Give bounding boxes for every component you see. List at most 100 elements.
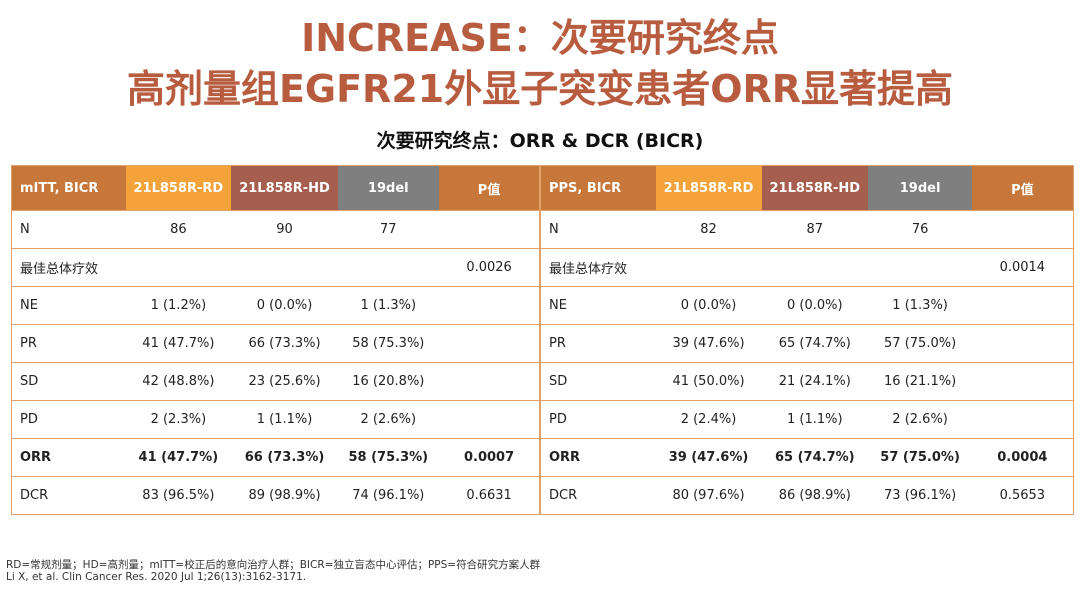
cell-19del bbox=[337, 248, 439, 287]
table-row: SD 41 (50.0%) 21 (24.1%) 16 (21.1%) bbox=[540, 362, 1074, 401]
page-title-line2: 高剂量组EGFR21外显子突变患者ORR显著提高 bbox=[126, 67, 954, 111]
cell-21l858r-rd: 83 (96.5%) bbox=[125, 476, 232, 515]
table-row: 最佳总体疗效 0.0014 bbox=[540, 248, 1074, 287]
row-label: PD bbox=[540, 400, 656, 439]
table-row: SD 42 (48.8%) 23 (25.6%) 16 (20.8%) bbox=[11, 362, 540, 401]
cell-p-value bbox=[972, 210, 1074, 249]
cell-19del: 16 (21.1%) bbox=[868, 362, 973, 401]
row-label: N bbox=[540, 210, 656, 249]
header-p-value: P值 bbox=[972, 165, 1074, 211]
cell-21l858r-hd bbox=[231, 248, 338, 287]
cell-19del: 58 (75.3%) bbox=[337, 324, 439, 363]
cell-19del: 74 (96.1%) bbox=[337, 476, 439, 515]
cell-21l858r-rd: 82 bbox=[655, 210, 762, 249]
cell-21l858r-hd: 66 (73.3%) bbox=[231, 324, 338, 363]
row-label: SD bbox=[540, 362, 656, 401]
cell-21l858r-rd: 80 (97.6%) bbox=[655, 476, 762, 515]
cell-p-value: 0.0004 bbox=[972, 438, 1074, 477]
cell-19del: 2 (2.6%) bbox=[337, 400, 439, 439]
table-row: PR 39 (47.6%) 65 (74.7%) 57 (75.0%) bbox=[540, 324, 1074, 363]
cell-21l858r-rd: 41 (50.0%) bbox=[655, 362, 762, 401]
cell-21l858r-hd: 89 (98.9%) bbox=[231, 476, 338, 515]
table-row: NE 1 (1.2%) 0 (0.0%) 1 (1.3%) bbox=[11, 286, 540, 325]
cell-p-value bbox=[438, 210, 540, 249]
table-row: 最佳总体疗效 0.0026 bbox=[11, 248, 540, 287]
row-label: PR bbox=[540, 324, 656, 363]
cell-p-value bbox=[438, 324, 540, 363]
row-label: DCR bbox=[540, 476, 656, 515]
cell-21l858r-rd: 39 (47.6%) bbox=[655, 438, 762, 477]
header-21l858r-rd: 21L858R-RD bbox=[655, 165, 762, 211]
cell-21l858r-rd: 1 (1.2%) bbox=[125, 286, 232, 325]
cell-19del: 1 (1.3%) bbox=[337, 286, 439, 325]
table-row: DCR 80 (97.6%) 86 (98.9%) 73 (96.1%) 0.5653 bbox=[540, 476, 1074, 515]
table-row: DCR 83 (96.5%) 89 (98.9%) 74 (96.1%) 0.6631 bbox=[11, 476, 540, 515]
header-21l858r-hd: 21L858R-HD bbox=[231, 165, 338, 211]
footnote-reference: Li X, et al. Clin Cancer Res. 2020 Jul 1… bbox=[6, 571, 307, 583]
cell-p-value bbox=[438, 400, 540, 439]
cell-21l858r-hd bbox=[761, 248, 869, 287]
cell-21l858r-rd: 39 (47.6%) bbox=[655, 324, 762, 363]
cell-21l858r-hd: 0 (0.0%) bbox=[761, 286, 869, 325]
cell-p-value bbox=[972, 400, 1074, 439]
header-19del: 19del bbox=[868, 165, 973, 211]
cell-21l858r-rd: 86 bbox=[125, 210, 232, 249]
cell-p-value: 0.0014 bbox=[972, 248, 1074, 287]
row-label: ORR bbox=[11, 438, 126, 477]
cell-19del: 1 (1.3%) bbox=[868, 286, 973, 325]
row-label: SD bbox=[11, 362, 126, 401]
cell-p-value: 0.6631 bbox=[438, 476, 540, 515]
cell-21l858r-hd: 1 (1.1%) bbox=[761, 400, 869, 439]
row-label: 最佳总体疗效 bbox=[540, 248, 656, 287]
cell-21l858r-rd: 2 (2.4%) bbox=[655, 400, 762, 439]
cell-21l858r-hd: 65 (74.7%) bbox=[761, 438, 869, 477]
cell-21l858r-rd: 41 (47.7%) bbox=[125, 324, 232, 363]
header-p-value: P值 bbox=[438, 165, 540, 211]
page-subtitle: 次要研究终点：ORR & DCR (BICR) bbox=[376, 130, 704, 152]
table-row: PR 41 (47.7%) 66 (73.3%) 58 (75.3%) bbox=[11, 324, 540, 363]
row-label: 最佳总体疗效 bbox=[11, 248, 126, 287]
row-label: NE bbox=[540, 286, 656, 325]
header-population: mITT, BICR bbox=[11, 165, 126, 211]
cell-21l858r-rd bbox=[655, 248, 762, 287]
header-21l858r-rd: 21L858R-RD bbox=[125, 165, 232, 211]
row-label: ORR bbox=[540, 438, 656, 477]
cell-19del: 57 (75.0%) bbox=[868, 438, 973, 477]
cell-21l858r-hd: 0 (0.0%) bbox=[231, 286, 338, 325]
table-row: PD 2 (2.3%) 1 (1.1%) 2 (2.6%) bbox=[11, 400, 540, 439]
header-21l858r-hd: 21L858R-HD bbox=[761, 165, 869, 211]
cell-21l858r-hd: 90 bbox=[231, 210, 338, 249]
cell-p-value bbox=[438, 362, 540, 401]
cell-19del: 58 (75.3%) bbox=[337, 438, 439, 477]
cell-p-value: 0.5653 bbox=[972, 476, 1074, 515]
cell-21l858r-hd: 87 bbox=[761, 210, 869, 249]
cell-21l858r-rd: 41 (47.7%) bbox=[125, 438, 232, 477]
row-label: DCR bbox=[11, 476, 126, 515]
row-label: PD bbox=[11, 400, 126, 439]
cell-21l858r-hd: 21 (24.1%) bbox=[761, 362, 869, 401]
cell-19del: 76 bbox=[868, 210, 973, 249]
cell-19del: 2 (2.6%) bbox=[868, 400, 973, 439]
cell-21l858r-hd: 65 (74.7%) bbox=[761, 324, 869, 363]
cell-21l858r-rd: 42 (48.8%) bbox=[125, 362, 232, 401]
footnote-abbreviations: RD=常规剂量；HD=高剂量；mITT=校正后的意向治疗人群；BICR=独立盲态… bbox=[6, 559, 541, 571]
row-label: NE bbox=[11, 286, 126, 325]
cell-p-value: 0.0007 bbox=[438, 438, 540, 477]
table-header-row: PPS, BICR 21L858R-RD 21L858R-HD 19del P值 bbox=[540, 165, 1074, 211]
mitt-results-table: mITT, BICR 21L858R-RD 21L858R-HD 19del P值 N 86… bbox=[11, 165, 541, 515]
cell-19del: 16 (20.8%) bbox=[337, 362, 439, 401]
cell-19del: 77 bbox=[337, 210, 439, 249]
cell-p-value bbox=[972, 324, 1074, 363]
table-row: PD 2 (2.4%) 1 (1.1%) 2 (2.6%) bbox=[540, 400, 1074, 439]
cell-21l858r-hd: 66 (73.3%) bbox=[231, 438, 338, 477]
cell-21l858r-rd bbox=[125, 248, 232, 287]
cell-21l858r-rd: 2 (2.3%) bbox=[125, 400, 232, 439]
cell-19del bbox=[868, 248, 973, 287]
table-row: ORR 41 (47.7%) 66 (73.3%) 58 (75.3%) 0.0007 bbox=[11, 438, 540, 477]
table-header-row: mITT, BICR 21L858R-RD 21L858R-HD 19del P值 bbox=[11, 165, 540, 211]
table-row: ORR 39 (47.6%) 65 (74.7%) 57 (75.0%) 0.0004 bbox=[540, 438, 1074, 477]
cell-p-value bbox=[972, 362, 1074, 401]
table-row: N 82 87 76 bbox=[540, 210, 1074, 249]
table-row: N 86 90 77 bbox=[11, 210, 540, 249]
cell-p-value bbox=[438, 286, 540, 325]
